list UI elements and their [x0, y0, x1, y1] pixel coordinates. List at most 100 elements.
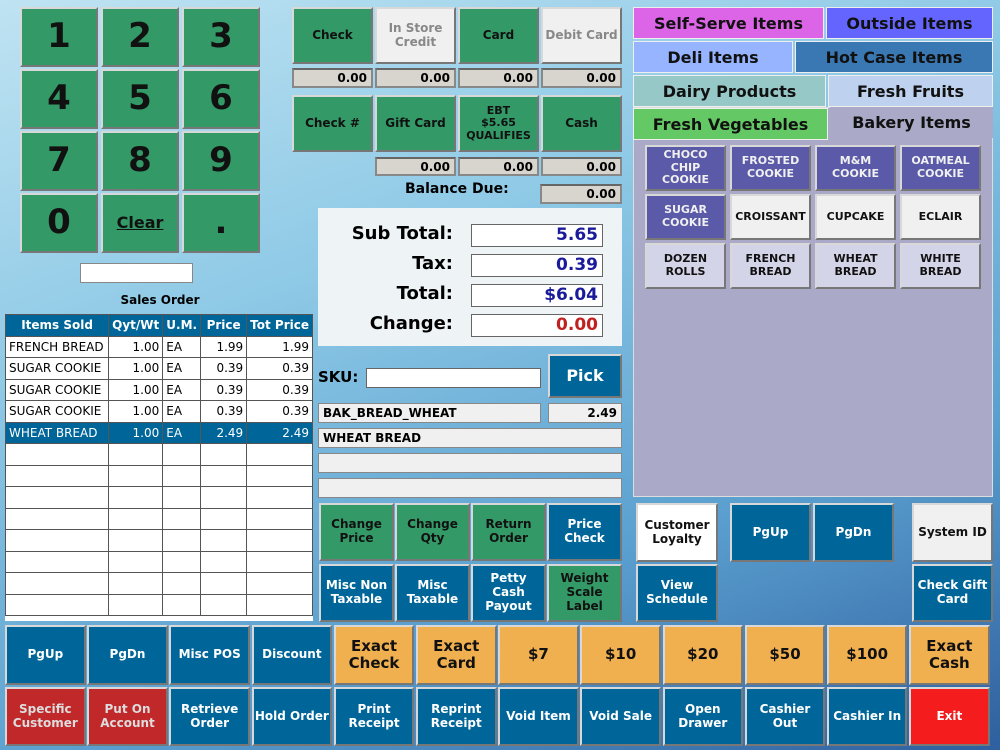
card-button[interactable]: Card [458, 7, 539, 64]
exact-check-button[interactable]: Exact Check [333, 625, 415, 685]
hold-order-button[interactable]: Hold Order [251, 687, 333, 746]
tab-fresh-fruits[interactable]: Fresh Fruits [828, 75, 993, 107]
table-row[interactable]: SUGAR COOKIE 1.00 EA 0.39 0.39 [5, 378, 313, 401]
order-pgup-button[interactable]: PgUp [5, 625, 86, 685]
keypad-display[interactable] [80, 263, 193, 283]
put-on-account-button[interactable]: Put On Account [87, 687, 168, 746]
qty-cell: 1.00 [108, 335, 164, 358]
clear-button[interactable]: Clear [101, 193, 179, 253]
cash-20-button[interactable]: $20 [662, 625, 744, 685]
petty-cash-payout-button[interactable]: Petty Cash Payout [471, 564, 546, 622]
exact-card-button[interactable]: Exact Card [415, 625, 497, 685]
check-button[interactable]: Check [292, 7, 373, 64]
col-tot-price[interactable]: Tot Price [246, 314, 313, 337]
item-name-cell: WHEAT BREAD [5, 421, 110, 444]
tab-dairy-products[interactable]: Dairy Products [633, 75, 826, 107]
key-4[interactable]: 4 [20, 69, 98, 129]
check-gift-card-button[interactable]: Check Gift Card [912, 564, 993, 622]
item-sugar-cookie[interactable]: SUGAR COOKIE [645, 194, 726, 240]
bottom-row-2: Specific Customer Put On Account Retriev… [5, 687, 990, 746]
tab-self-serve-items[interactable]: Self-Serve Items [633, 7, 824, 39]
total-value: $6.04 [471, 284, 603, 307]
view-schedule-button[interactable]: View Schedule [636, 564, 718, 622]
key-8[interactable]: 8 [101, 131, 179, 191]
tab-bakery-items[interactable]: Bakery Items [830, 107, 993, 138]
col-price[interactable]: Price [200, 314, 248, 337]
check-number-button[interactable]: Check # [292, 95, 373, 152]
change-price-button[interactable]: Change Price [319, 503, 394, 561]
cash-50-button[interactable]: $50 [744, 625, 826, 685]
tot-price-cell [246, 443, 313, 466]
discount-button[interactable]: Discount [251, 625, 333, 685]
price-check-button[interactable]: Price Check [547, 503, 622, 561]
debit-card-button[interactable]: Debit Card [541, 7, 622, 64]
exact-cash-button[interactable]: Exact Cash [909, 625, 990, 685]
order-pgdn-button[interactable]: PgDn [87, 625, 168, 685]
in-store-credit-button[interactable]: In Store Credit [375, 7, 456, 64]
table-row[interactable]: WHEAT BREAD 1.00 EA 2.49 2.49 [5, 421, 313, 444]
system-id-button[interactable]: System ID [912, 503, 993, 562]
um-cell: EA [162, 421, 202, 444]
customer-loyalty-button[interactable]: Customer Loyalty [636, 503, 718, 562]
table-row[interactable]: SUGAR COOKIE 1.00 EA 0.39 0.39 [5, 357, 313, 380]
key-decimal[interactable]: . [182, 193, 260, 253]
weight-scale-label-button[interactable]: Weight Scale Label [547, 564, 622, 622]
cash-7-button[interactable]: $7 [498, 625, 579, 685]
col-items-sold[interactable]: Items Sold [5, 314, 110, 337]
item-eclair[interactable]: ECLAIR [900, 194, 981, 240]
tab-hot-case-items[interactable]: Hot Case Items [795, 41, 993, 73]
misc-non-taxable-button[interactable]: Misc Non Taxable [319, 564, 394, 622]
items-pgdn-button[interactable]: PgDn [813, 503, 894, 562]
qty-cell: 1.00 [108, 378, 164, 401]
tab-fresh-vegetables[interactable]: Fresh Vegetables [633, 108, 828, 140]
change-qty-button[interactable]: Change Qty [395, 503, 470, 561]
void-sale-button[interactable]: Void Sale [580, 687, 661, 746]
void-item-button[interactable]: Void Item [498, 687, 579, 746]
cashier-in-button[interactable]: Cashier In [826, 687, 908, 746]
cash-100-button[interactable]: $100 [826, 625, 908, 685]
item-choco-chip-cookie[interactable]: CHOCO CHIP COOKIE [645, 145, 726, 191]
item-oatmeal-cookie[interactable]: OATMEAL COOKIE [900, 145, 981, 191]
sku-input[interactable] [366, 368, 541, 388]
col-um[interactable]: U.M. [162, 314, 202, 337]
item-french-bread[interactable]: FRENCH BREAD [730, 243, 811, 289]
gift-card-button[interactable]: Gift Card [375, 95, 456, 152]
table-row[interactable]: FRENCH BREAD 1.00 EA 1.99 1.99 [5, 335, 313, 358]
item-frosted-cookie[interactable]: FROSTED COOKIE [730, 145, 811, 191]
items-pgup-button[interactable]: PgUp [730, 503, 811, 562]
reprint-receipt-button[interactable]: Reprint Receipt [415, 687, 497, 746]
key-3[interactable]: 3 [182, 7, 260, 67]
item-croissant[interactable]: CROISSANT [730, 194, 811, 240]
tab-outside-items[interactable]: Outside Items [826, 7, 993, 39]
item-dozen-rolls[interactable]: DOZEN ROLLS [645, 243, 726, 289]
cash-button[interactable]: Cash [541, 95, 622, 152]
key-9[interactable]: 9 [182, 131, 260, 191]
print-receipt-button[interactable]: Print Receipt [333, 687, 415, 746]
col-qty[interactable]: Qyt/Wt [108, 314, 164, 337]
pick-button[interactable]: Pick [548, 354, 622, 398]
tab-deli-items[interactable]: Deli Items [633, 41, 793, 73]
retrieve-order-button[interactable]: Retrieve Order [169, 687, 250, 746]
item-cupcake[interactable]: CUPCAKE [815, 194, 896, 240]
table-row[interactable]: SUGAR COOKIE 1.00 EA 0.39 0.39 [5, 400, 313, 423]
return-order-button[interactable]: Return Order [471, 503, 546, 561]
ebt-button[interactable]: EBT $5.65 QUALIFIES [458, 95, 539, 152]
cash-10-button[interactable]: $10 [580, 625, 661, 685]
exit-button[interactable]: Exit [909, 687, 990, 746]
item-mm-cookie[interactable]: M&M COOKIE [815, 145, 896, 191]
sales-order-table[interactable]: Items Sold Qyt/Wt U.M. Price Tot Price F… [5, 314, 313, 621]
misc-pos-button[interactable]: Misc POS [169, 625, 250, 685]
key-5[interactable]: 5 [101, 69, 179, 129]
payment-amounts-2: 0.00 0.00 0.00 [375, 157, 622, 176]
specific-customer-button[interactable]: Specific Customer [5, 687, 86, 746]
item-wheat-bread[interactable]: WHEAT BREAD [815, 243, 896, 289]
open-drawer-button[interactable]: Open Drawer [662, 687, 744, 746]
cashier-out-button[interactable]: Cashier Out [744, 687, 826, 746]
key-2[interactable]: 2 [101, 7, 179, 67]
key-0[interactable]: 0 [20, 193, 98, 253]
key-7[interactable]: 7 [20, 131, 98, 191]
item-white-bread[interactable]: WHITE BREAD [900, 243, 981, 289]
key-1[interactable]: 1 [20, 7, 98, 67]
misc-taxable-button[interactable]: Misc Taxable [395, 564, 470, 622]
key-6[interactable]: 6 [182, 69, 260, 129]
